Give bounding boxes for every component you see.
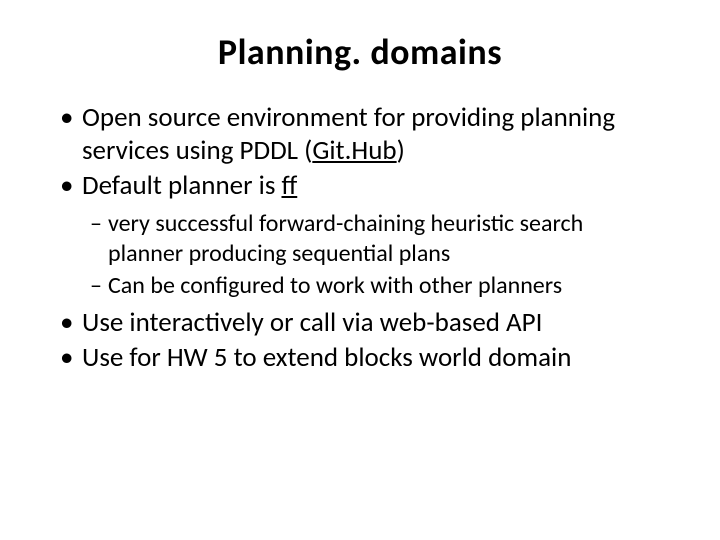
slide-title: Planning. domains xyxy=(60,30,660,74)
bullet-2-prefix: Default planner is xyxy=(82,169,281,202)
bullet-item-2: • Default planner is ff xyxy=(60,170,660,203)
bullet-glyph: • xyxy=(60,342,82,375)
bullet-glyph: • xyxy=(60,170,82,203)
github-link[interactable]: Git.Hub xyxy=(312,134,396,167)
dash-glyph: – xyxy=(90,209,108,269)
bullet-1-suffix: ) xyxy=(397,134,405,167)
bullet-1-text: Open source environment for providing pl… xyxy=(82,102,660,168)
sub-bullet-1-text: very successful forward-chaining heurist… xyxy=(108,209,660,269)
ff-link[interactable]: ff xyxy=(281,169,297,202)
dash-glyph: – xyxy=(90,271,108,301)
bullet-4-text: Use for HW 5 to extend blocks world doma… xyxy=(82,342,660,375)
sub-bullet-group: – very successful forward-chaining heuri… xyxy=(90,209,660,301)
slide: Planning. domains • Open source environm… xyxy=(0,0,720,540)
bullet-glyph: • xyxy=(60,102,82,168)
bullet-2-text: Default planner is ff xyxy=(82,170,660,203)
sub-bullet-2-text: Can be configured to work with other pla… xyxy=(108,271,660,301)
slide-body: • Open source environment for providing … xyxy=(60,102,660,375)
bullet-item-1: • Open source environment for providing … xyxy=(60,102,660,168)
bullet-item-3: • Use interactively or call via web-base… xyxy=(60,307,660,340)
bullet-item-4: • Use for HW 5 to extend blocks world do… xyxy=(60,342,660,375)
bullet-glyph: • xyxy=(60,307,82,340)
sub-bullet-2: – Can be configured to work with other p… xyxy=(90,271,660,301)
bullet-3-text: Use interactively or call via web-based … xyxy=(82,307,660,340)
sub-bullet-1: – very successful forward-chaining heuri… xyxy=(90,209,660,269)
